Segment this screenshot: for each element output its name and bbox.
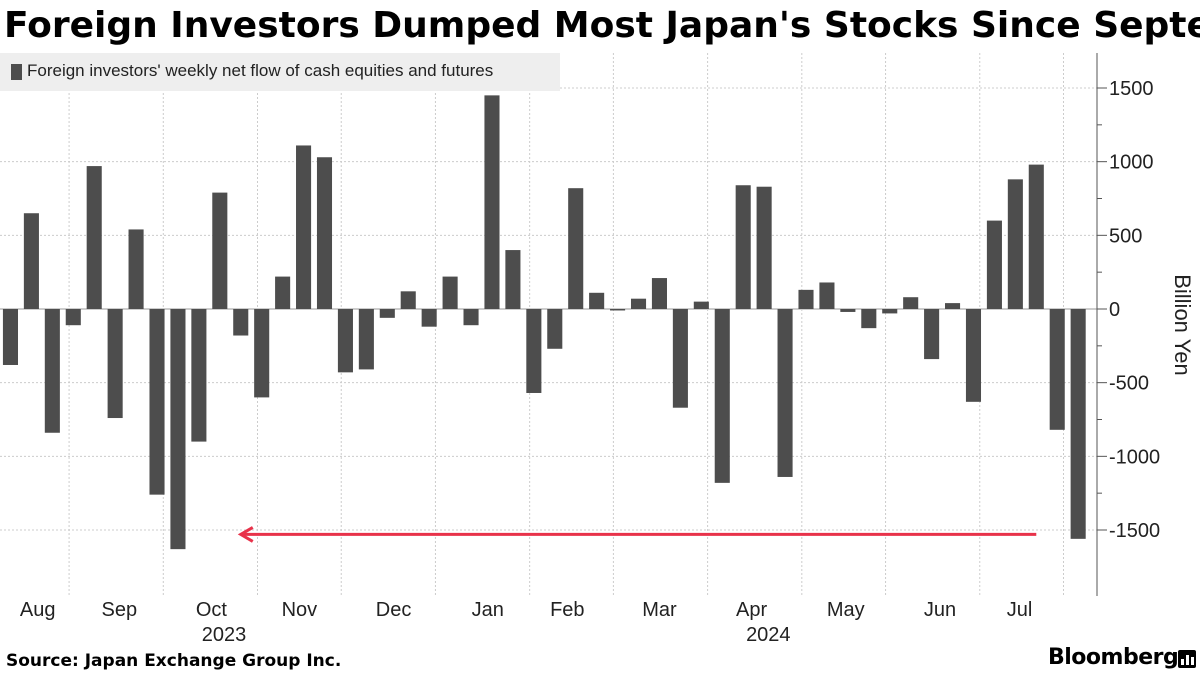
annotation-arrow-head [237,526,254,543]
bar [128,229,144,309]
x-tick-label: Oct [196,599,228,621]
bar [986,220,1002,309]
bar [337,309,353,373]
bar [589,292,605,309]
bar [756,186,772,309]
bar [840,309,856,312]
bar [693,301,709,309]
bar [2,309,19,365]
bar [903,297,919,309]
y-tick-label: -1000 [1109,446,1160,468]
bar [945,303,961,309]
bar [107,309,123,419]
bar [65,309,81,326]
bar [484,95,500,309]
bar [819,282,835,309]
y-axis-title: Billion Yen [1170,274,1195,376]
bar [672,309,688,408]
bar [463,309,479,326]
bar [882,309,898,314]
bar [1049,309,1065,430]
bar [714,309,730,483]
bar [44,309,60,433]
bar [296,145,312,309]
x-tick-label: Nov [282,599,318,621]
bar [651,278,667,309]
bar [1028,164,1044,309]
bar [275,276,291,309]
bar [1007,179,1023,309]
bar-layer [2,95,1086,550]
bar [777,309,793,477]
bar [254,309,270,398]
bar [191,309,207,442]
x-tick-label: Aug [20,599,56,621]
bar [924,309,940,360]
bar [568,188,584,309]
y-tick-label: 1500 [1109,78,1154,100]
bar [379,309,395,318]
bar [798,289,814,309]
bar [1070,309,1086,539]
bloomberg-logo: Bloomberg [1048,645,1179,670]
x-tick-label: Sep [102,599,138,621]
bar [400,291,416,309]
x-tick-label: Feb [550,599,584,621]
y-tick-label: 1000 [1109,152,1154,174]
x-tick-label: Apr [736,599,767,621]
bar [610,309,626,311]
y-tick-label: 0 [1109,299,1120,321]
y-tick-label: -1500 [1109,520,1160,542]
bar [735,185,751,309]
bar [861,309,877,329]
x-year-label: 2023 [202,624,247,646]
x-tick-label: Jul [1007,599,1033,621]
bar [505,250,521,309]
x-year-label: 2024 [746,624,791,646]
bar [358,309,374,370]
x-tick-label: Jun [924,599,956,621]
x-tick-label: Dec [376,599,412,621]
bar [86,166,102,309]
bar [526,309,542,393]
bar [23,213,39,309]
x-tick-label: Mar [642,599,677,621]
bar [630,298,647,309]
x-tick-label: May [827,599,865,621]
source-note: Source: Japan Exchange Group Inc. [6,651,342,671]
annotation-layer [237,526,1037,543]
bar [233,309,249,336]
bar [170,309,186,550]
y-tick-label: 500 [1109,225,1142,247]
y-tick-label: -500 [1109,373,1149,395]
bar [212,192,228,309]
bar [316,157,333,309]
bar [965,309,982,402]
bar [421,309,437,327]
bar [442,276,458,309]
bar [149,309,165,495]
axis-layer: 1500 1000 500 0 -500 -1000 -1500 Billion Yen Aug… [20,53,1195,646]
x-tick-label: Jan [472,599,504,621]
chart-title: Foreign Investors Dumped Most Japan's St… [4,5,1200,46]
legend: Foreign investors' weekly net flow of ca… [0,53,560,91]
legend-label: Foreign investors' weekly net flow of ca… [27,61,494,80]
bar [547,309,563,349]
bloomberg-chart-icon [1178,650,1196,668]
legend-swatch [11,64,22,80]
